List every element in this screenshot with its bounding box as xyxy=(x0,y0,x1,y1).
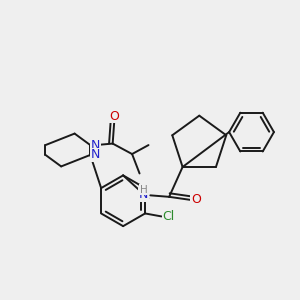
Text: N: N xyxy=(139,188,148,201)
Text: H: H xyxy=(140,185,148,195)
Text: N: N xyxy=(91,148,100,161)
Text: O: O xyxy=(191,193,201,206)
Text: O: O xyxy=(109,110,119,123)
Text: Cl: Cl xyxy=(162,210,175,223)
Text: N: N xyxy=(91,139,100,152)
